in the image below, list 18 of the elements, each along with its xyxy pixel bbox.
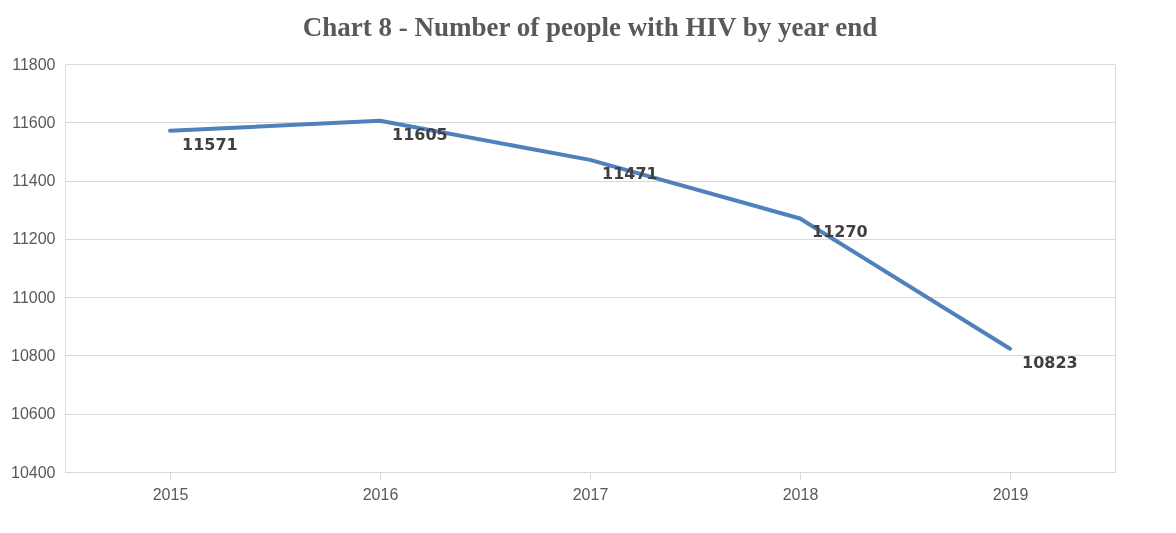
y-tick-label: 10400 [11, 463, 56, 481]
y-tick-label: 11800 [12, 55, 56, 73]
data-label: 11605 [392, 124, 448, 144]
x-tick-label: 2017 [572, 485, 609, 503]
y-tick-label: 10800 [11, 346, 56, 364]
y-tick-label: 11000 [12, 288, 56, 306]
data-label: 11571 [182, 134, 238, 154]
line-series [168, 118, 1012, 351]
y-tick-label: 11200 [12, 230, 56, 248]
x-tick-label: 2015 [152, 485, 189, 503]
x-tick-label: 2016 [362, 485, 399, 503]
x-tick-label: 2019 [992, 485, 1029, 503]
chart-title: Chart 8 - Number of people with HIV by year end [302, 12, 878, 42]
x-tick-label: 2018 [782, 485, 819, 503]
y-tick-label: 11600 [12, 113, 56, 131]
data-label: 10823 [1022, 352, 1078, 372]
y-tick-label: 10600 [11, 405, 56, 423]
y-tick-label: 11400 [12, 172, 56, 190]
